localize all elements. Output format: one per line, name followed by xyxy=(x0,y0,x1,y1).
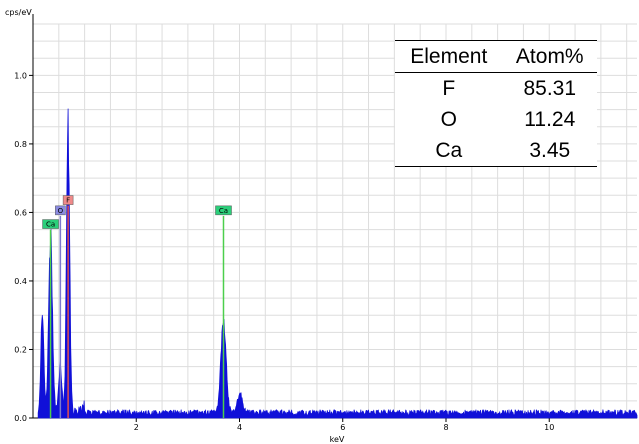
element-marker-tag xyxy=(42,219,59,229)
table-row: Ca 3.45 xyxy=(395,135,597,167)
x-tick-label: 4 xyxy=(237,423,242,432)
element-marker-label: Ca xyxy=(219,207,228,215)
table-cell-value: 11.24 xyxy=(524,108,576,131)
table-cell-value: 3.45 xyxy=(529,139,571,162)
element-marker-tag xyxy=(62,195,74,205)
x-tick-label: 10 xyxy=(544,423,554,432)
element-marker-label: F xyxy=(66,197,70,205)
grid xyxy=(33,23,637,418)
element-marker-label: O xyxy=(58,207,64,215)
y-tick-label: 0.2 xyxy=(14,345,27,354)
spectrum-area xyxy=(37,108,638,419)
y-tick-label: 0.6 xyxy=(14,208,27,217)
table-row: O 11.24 xyxy=(395,104,597,135)
x-axis-label: keV xyxy=(330,435,345,444)
table-cell-element: Ca xyxy=(435,139,463,162)
table-cell-element: F xyxy=(442,77,456,100)
table-cell-value: 85.31 xyxy=(523,77,577,100)
x-tick-label: 6 xyxy=(340,423,345,432)
column-header: Element xyxy=(410,45,488,68)
table-row: F 85.31 xyxy=(395,73,597,105)
element-marker-tag xyxy=(215,205,232,216)
table-cell-element: O xyxy=(440,108,457,131)
y-tick-label: 0.0 xyxy=(14,414,27,423)
x-tick-label: 8 xyxy=(443,423,448,432)
y-axis-label: cps/eV xyxy=(5,8,32,17)
spectrum-series xyxy=(37,108,638,419)
y-tick-label: 0.4 xyxy=(14,277,27,286)
x-tick-label: 2 xyxy=(134,423,139,432)
y-tick-label: 0.8 xyxy=(14,140,27,149)
column-header: Atom% xyxy=(515,45,584,68)
composition-table: Element Atom% F 85.31 O 11.24 Ca 3.45 xyxy=(395,40,597,167)
y-tick-label: 1.0 xyxy=(14,71,27,80)
table-header-row: Element Atom% xyxy=(395,40,597,73)
element-marker-label: Ca xyxy=(46,221,55,229)
element-marker-tag xyxy=(55,205,66,216)
